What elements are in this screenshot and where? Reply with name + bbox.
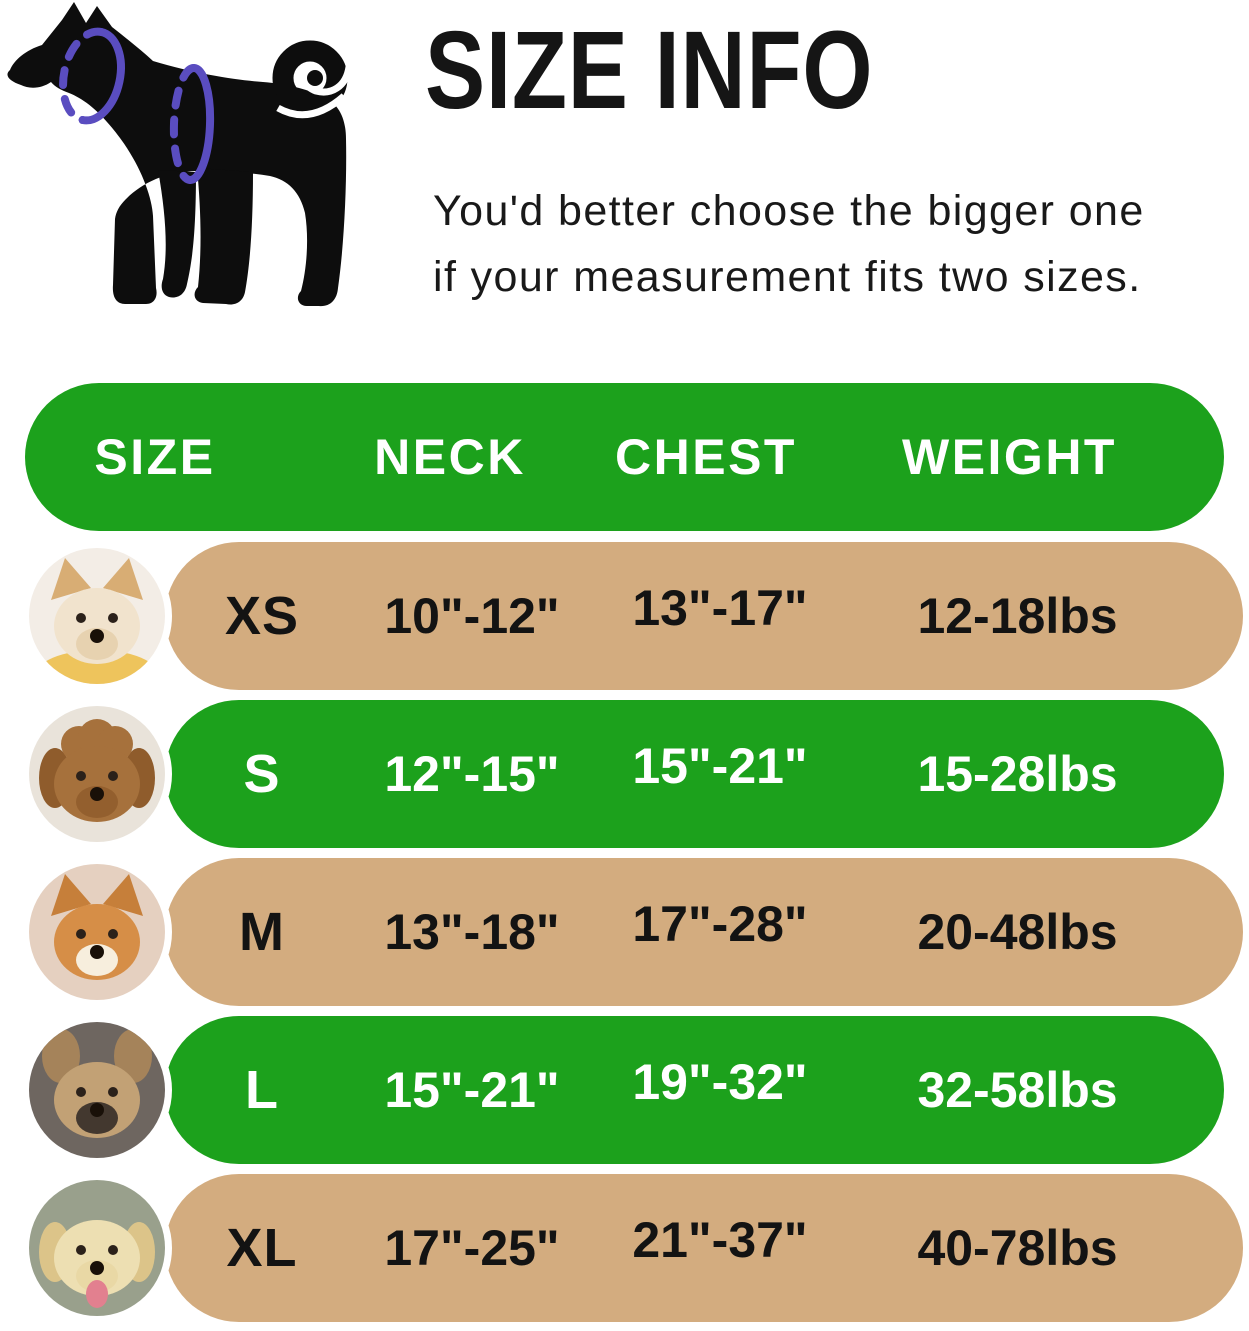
row-pill (165, 542, 1243, 690)
row-chest-range: 15"-21" (632, 738, 808, 794)
row-photo (22, 857, 172, 1007)
column-header-neck: NECK (374, 429, 526, 485)
dog-photo-labrador (29, 1180, 165, 1316)
table-row: S 12"-15" 15"-21" 15-28lbs (22, 699, 1224, 849)
dog-photo-pomeranian (29, 548, 165, 684)
row-neck-range: 17"-25" (384, 1220, 560, 1276)
table-row: XL 17"-25" 21"-37" 40-78lbs (22, 1173, 1243, 1323)
row-weight-range: 40-78lbs (917, 1220, 1118, 1276)
row-pill (165, 858, 1243, 1006)
row-cells: L 15"-21" 19"-32" 32-58lbs (165, 1016, 1224, 1164)
dog-photo-shiba-inu (29, 864, 165, 1000)
column-header-weight: WEIGHT (902, 429, 1117, 485)
table-row: L 15"-21" 19"-32" 32-58lbs (22, 1015, 1224, 1165)
subtitle-line-1: You'd better choose the bigger one (433, 187, 1145, 235)
row-weight-range: 12-18lbs (917, 588, 1118, 644)
row-size-label: XL (226, 1218, 298, 1278)
row-weight-range: 15-28lbs (917, 746, 1118, 802)
hero-section: SIZE INFO You'd better choose the bigger… (0, 0, 1249, 383)
dog-far-hind-leg (194, 168, 253, 305)
dog-far-front-leg (158, 170, 196, 298)
dog-photo-poodle (29, 706, 165, 842)
row-neck-range: 13"-18" (384, 904, 560, 960)
row-pill (165, 1174, 1243, 1322)
row-pill (165, 1016, 1224, 1164)
table-row: XS 10"-12" 13"-17" 12-18lbs (22, 541, 1243, 691)
row-photo (22, 699, 172, 849)
row-chest-range: 19"-32" (632, 1054, 808, 1110)
row-size-label: L (245, 1060, 279, 1120)
row-weight-range: 32-58lbs (917, 1062, 1118, 1118)
column-header-chest: CHEST (615, 429, 797, 485)
row-weight-range: 20-48lbs (917, 904, 1118, 960)
subtitle-line-2: if your measurement fits two sizes. (433, 253, 1142, 301)
column-header-size: SIZE (94, 429, 216, 485)
page-subtitle: You'd better choose the bigger one if yo… (433, 178, 1145, 310)
row-pill (165, 700, 1224, 848)
row-cells: XL 17"-25" 21"-37" 40-78lbs (165, 1174, 1224, 1322)
row-size-label: M (239, 902, 285, 962)
row-size-label: XS (224, 586, 300, 646)
table-row: M 13"-18" 17"-28" 20-48lbs (22, 857, 1243, 1007)
page-title: SIZE INFO (425, 9, 874, 132)
dog-photo-french-bulldog (29, 1022, 165, 1158)
row-chest-range: 21"-37" (632, 1212, 808, 1268)
table-header-row: SIZE NECK CHEST WEIGHT (25, 383, 1224, 531)
row-chest-range: 13"-17" (632, 580, 808, 636)
row-neck-range: 12"-15" (384, 746, 560, 802)
row-cells: XS 10"-12" 13"-17" 12-18lbs (165, 542, 1224, 690)
dog-measurement-illustration (7, 2, 353, 307)
row-photo (22, 1015, 172, 1165)
row-size-label: S (243, 744, 281, 804)
row-cells: S 12"-15" 15"-21" 15-28lbs (165, 700, 1224, 848)
row-neck-range: 10"-12" (384, 588, 560, 644)
row-cells: M 13"-18" 17"-28" 20-48lbs (165, 858, 1224, 1006)
dog-tail-curl (272, 40, 353, 119)
row-chest-range: 17"-28" (632, 896, 808, 952)
size-chart: SIZE NECK CHEST WEIGHT XS 10"-12" 13"-17… (22, 383, 1243, 1323)
row-neck-range: 15"-21" (384, 1062, 560, 1118)
row-photo (22, 1173, 172, 1323)
row-photo (22, 541, 172, 691)
chest-measure-loop-icon (169, 64, 215, 184)
